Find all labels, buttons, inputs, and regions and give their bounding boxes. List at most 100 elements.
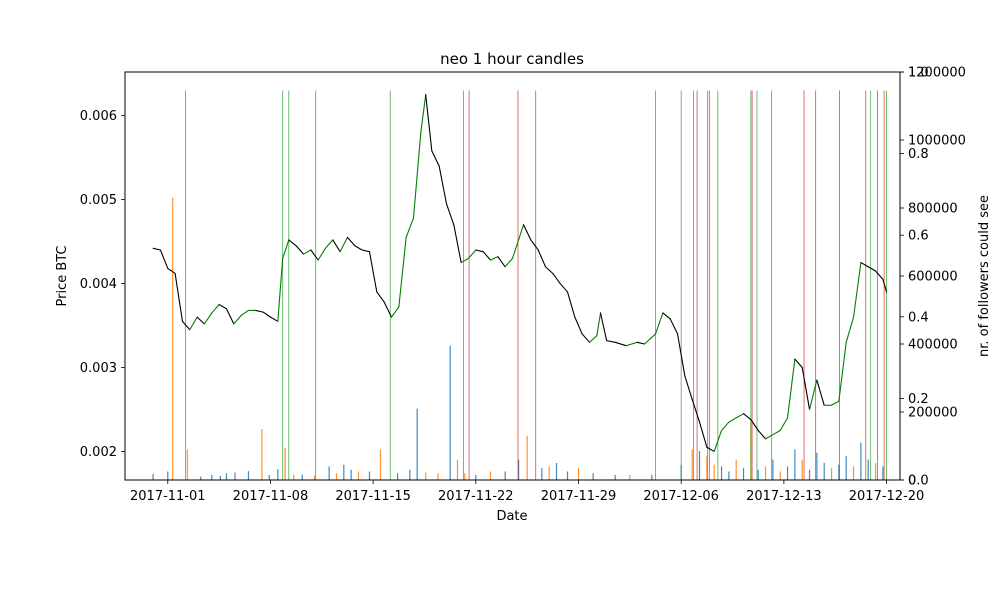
right-tick-label-followers: 400000: [908, 338, 958, 353]
follower-bar: [328, 466, 330, 480]
price-segment: [489, 256, 499, 261]
price-segment: [324, 239, 334, 249]
y-tick-label: 0.002: [80, 445, 117, 460]
right-tick-label-followers: 200000: [908, 406, 958, 421]
price-segment: [288, 239, 297, 247]
follower-bar: [592, 473, 594, 480]
follower-bar: [464, 473, 466, 480]
price-segment: [277, 257, 284, 322]
right-tick-label-fraction: 0.6: [908, 229, 929, 244]
price-segment: [566, 291, 576, 318]
price-segment: [431, 150, 440, 167]
price-segment: [750, 419, 759, 432]
price-segment: [189, 316, 198, 331]
x-tick-label: 2017-11-22: [438, 489, 514, 504]
x-tick-label: 2017-12-13: [746, 489, 822, 504]
follower-bar: [301, 474, 303, 480]
price-segment: [713, 429, 723, 453]
price-segment: [530, 239, 539, 251]
y-axis-label-right: nr. of followers could see: [977, 195, 992, 357]
x-tick-label: 2017-12-20: [849, 489, 925, 504]
price-segment: [467, 249, 477, 259]
price-segment: [445, 203, 455, 226]
price-segment: [728, 417, 737, 423]
follower-bar: [823, 463, 825, 480]
follower-bar: [475, 474, 477, 480]
price-segment: [511, 224, 525, 259]
price-segment: [438, 165, 448, 205]
price-segment: [698, 421, 708, 448]
price-segment: [691, 398, 701, 423]
follower-bar: [852, 466, 855, 480]
follower-bar: [313, 475, 316, 480]
price-segment: [522, 224, 532, 241]
price-segment: [420, 94, 427, 133]
follower-bar: [764, 466, 767, 480]
y-tick-label: 0.004: [80, 277, 117, 292]
price-segment: [596, 312, 602, 337]
follower-bar: [368, 471, 371, 480]
follower-bar: [742, 468, 745, 480]
right-tick-label-fraction: 0.0: [908, 474, 929, 489]
price-segment: [295, 245, 305, 255]
price-segment: [845, 316, 855, 343]
follower-bar: [757, 469, 759, 480]
right-tick-label-fraction: 0.8: [908, 147, 929, 162]
follower-bar: [357, 471, 360, 480]
follower-bar: [808, 469, 811, 480]
price-segment: [706, 446, 715, 453]
price-segment: [830, 400, 840, 406]
price-segment: [425, 94, 433, 152]
y-axis-ticks-right-followers: 0 200000 400000 600000 800000 1000000 1200000: [900, 66, 966, 489]
price-segment: [453, 224, 462, 264]
price-segment: [606, 340, 616, 343]
follower-bar: [200, 476, 202, 480]
follower-bar: [577, 468, 580, 480]
follower-bar: [801, 459, 803, 480]
price-segment: [390, 306, 400, 318]
follower-bar: [409, 469, 411, 480]
follower-bar: [172, 197, 174, 481]
follower-bar: [186, 449, 188, 480]
price-segment: [317, 247, 327, 261]
price-segment: [794, 358, 803, 369]
price-segment: [867, 266, 877, 272]
right-tick-label-fraction: 0.4: [908, 310, 929, 325]
price-segment: [614, 341, 627, 347]
price-segment: [218, 303, 228, 310]
follower-bar: [698, 451, 701, 480]
price-segment: [636, 341, 646, 345]
price-segment: [764, 434, 774, 440]
follower-bar: [728, 471, 730, 480]
follower-bar: [293, 474, 295, 480]
price-segment: [882, 278, 888, 293]
follower-bar: [860, 442, 862, 480]
follower-bar: [152, 473, 154, 480]
follower-bar: [416, 408, 418, 480]
follower-bar: [794, 449, 796, 480]
price-segment: [482, 251, 492, 261]
follower-bar: [566, 471, 569, 480]
price-segment: [262, 311, 272, 318]
price-segment: [354, 245, 363, 251]
right-tick-label-followers: 600000: [908, 270, 958, 285]
right-tick-label-fraction: 1.0: [908, 66, 929, 81]
follower-bar: [629, 474, 631, 480]
follower-bar: [526, 435, 528, 480]
price-segment: [376, 291, 385, 303]
y-axis-ticks-left: 0.002 0.003 0.004 0.005 0.006: [80, 109, 125, 460]
price-segment: [742, 413, 752, 421]
price-segment: [181, 320, 191, 331]
price-segment: [211, 303, 220, 314]
follower-bar: [225, 473, 228, 480]
price-segment: [599, 312, 608, 342]
price-line-group: [152, 94, 888, 453]
x-axis-label: Date: [496, 509, 527, 524]
price-segment: [405, 217, 415, 238]
follower-bar: [816, 452, 818, 480]
price-segment: [808, 379, 818, 411]
price-segment: [332, 239, 341, 253]
price-segment: [361, 249, 371, 253]
follower-bar: [706, 456, 708, 480]
